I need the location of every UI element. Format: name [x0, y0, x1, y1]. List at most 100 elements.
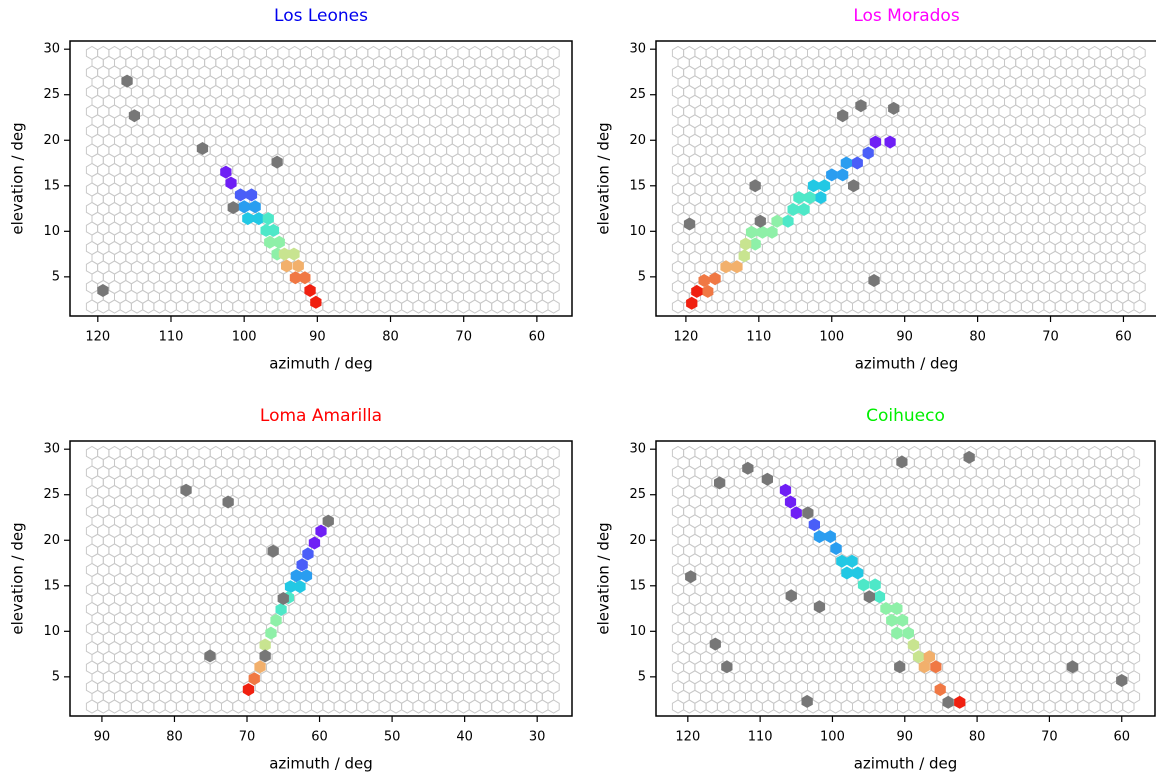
pixel-hit: [308, 536, 321, 550]
pixel-hit: [813, 600, 826, 614]
camera-grid: [671, 445, 1141, 714]
camera-pixel: [671, 299, 685, 314]
pixel-hit: [779, 483, 792, 497]
camera-pixel: [85, 699, 99, 714]
camera-pixel: [930, 699, 944, 714]
camera-pixel: [288, 299, 301, 314]
camera-pixel: [773, 699, 786, 714]
pixel-hit: [259, 638, 271, 652]
pixel-hit: [918, 660, 930, 674]
camera-pixel: [187, 299, 200, 314]
pixel-hit: [702, 284, 714, 298]
pixel-hit: [771, 214, 783, 228]
y-tick-label: 20: [43, 533, 60, 548]
camera-pixel: [266, 699, 279, 714]
pixel-hit: [277, 592, 289, 605]
pixel-hit: [756, 225, 769, 239]
camera-pixel: [221, 699, 234, 714]
camera-pixel: [1122, 699, 1135, 714]
camera-pixel: [85, 299, 99, 314]
pixel-hit: [742, 461, 754, 475]
y-tick-label: 20: [43, 133, 60, 148]
pixel-hit: [242, 683, 255, 697]
pixel-hit: [714, 476, 726, 490]
y-tick-label: 25: [629, 487, 646, 502]
pixel-hit: [1066, 660, 1079, 674]
camera-pixel: [513, 699, 526, 714]
pixel-hit: [852, 566, 864, 580]
camera-pixel: [885, 299, 898, 314]
camera-pixel: [175, 699, 189, 714]
camera-pixel: [784, 299, 797, 314]
camera-pixel: [232, 299, 245, 314]
pixel-hit: [204, 649, 216, 663]
pixel-hit: [934, 683, 946, 697]
camera-pixel: [705, 699, 718, 714]
camera-pixel: [547, 299, 560, 314]
camera-pixel: [1077, 299, 1090, 314]
camera-pixel: [1110, 699, 1124, 714]
camera-pixel: [299, 299, 312, 314]
camera-pixel: [761, 299, 775, 314]
x-tick-label: 50: [384, 730, 401, 745]
pixel-hit: [300, 569, 313, 583]
pixel-hit: [322, 514, 334, 528]
pixel-hit: [709, 637, 721, 651]
camera-pixel: [728, 299, 741, 314]
pixel-hit: [855, 99, 867, 113]
x-tick-label: 90: [896, 330, 913, 345]
camera-grid: [85, 445, 560, 714]
camera-pixel: [378, 299, 391, 314]
camera-pixel: [818, 699, 831, 714]
pixel-hit: [238, 200, 250, 214]
camera-pixel: [1009, 699, 1022, 714]
y-tick-label: 5: [52, 669, 60, 684]
y-tick-label: 15: [629, 178, 646, 193]
pixel-hit: [954, 695, 966, 709]
x-tick-label: 90: [897, 730, 914, 745]
pixel-hit: [818, 179, 831, 193]
x-tick-label: 80: [969, 730, 986, 745]
y-tick-label: 10: [629, 624, 646, 639]
pixel-hit: [245, 188, 258, 202]
camera-pixel: [457, 699, 470, 714]
x-tick-label: 100: [820, 730, 845, 745]
camera-pixel: [468, 699, 481, 714]
camera-pixel: [524, 699, 538, 714]
y-tick-label: 30: [43, 442, 60, 457]
x-tick-label: 110: [159, 330, 184, 345]
x-axis-label: azimuth / deg: [269, 755, 373, 773]
camera-pixel: [897, 299, 910, 314]
camera-pixel: [164, 699, 177, 714]
camera-pixel: [750, 299, 763, 314]
camera-pixel: [1065, 299, 1079, 314]
camera-pixel: [694, 699, 707, 714]
camera-pixel: [356, 699, 369, 714]
y-tick-label: 5: [638, 269, 646, 284]
chart-title: Coihueco: [866, 406, 945, 426]
camera-pixel: [266, 299, 279, 314]
camera-pixel: [1043, 699, 1056, 714]
camera-pixel: [1009, 299, 1022, 314]
camera-pixel: [942, 299, 955, 314]
camera-pixel: [829, 699, 842, 714]
camera-pixel: [1020, 699, 1034, 714]
pixel-hit: [720, 260, 732, 274]
pixel-hit: [826, 168, 838, 182]
pixel-hit: [242, 212, 254, 226]
pixel-hit: [281, 259, 293, 273]
pixel-hit: [808, 518, 820, 532]
camera-pixel: [1088, 699, 1101, 714]
pixel-hit: [227, 201, 239, 215]
camera-pixel: [908, 699, 921, 714]
pixel-hit: [840, 156, 852, 170]
pixel-hit: [857, 578, 870, 592]
camera-pixel: [840, 299, 853, 314]
pixel-hit: [128, 109, 140, 123]
camera-pixel: [130, 699, 144, 714]
camera-pixel: [288, 699, 301, 714]
camera-pixel: [401, 699, 414, 714]
pixel-hit: [686, 296, 698, 310]
camera-pixel: [1077, 699, 1090, 714]
pixel-hit: [848, 179, 860, 193]
